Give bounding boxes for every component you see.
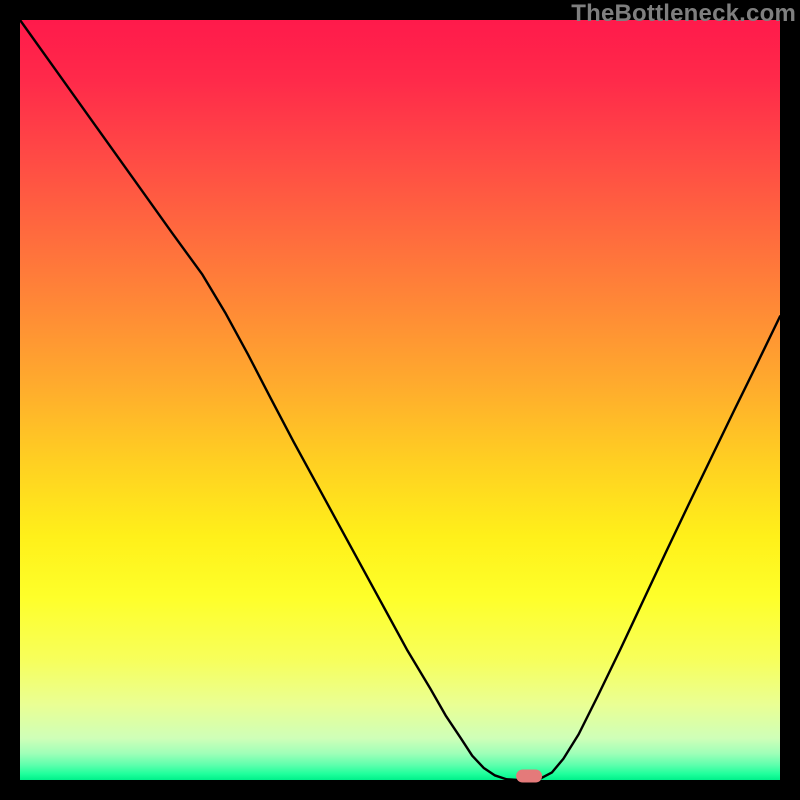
optimum-marker [516, 770, 542, 783]
watermark-text: TheBottleneck.com [571, 0, 796, 28]
curve-path [20, 20, 780, 780]
bottleneck-curve [20, 20, 780, 780]
plot-area [20, 20, 780, 780]
chart-frame: TheBottleneck.com [0, 0, 800, 800]
